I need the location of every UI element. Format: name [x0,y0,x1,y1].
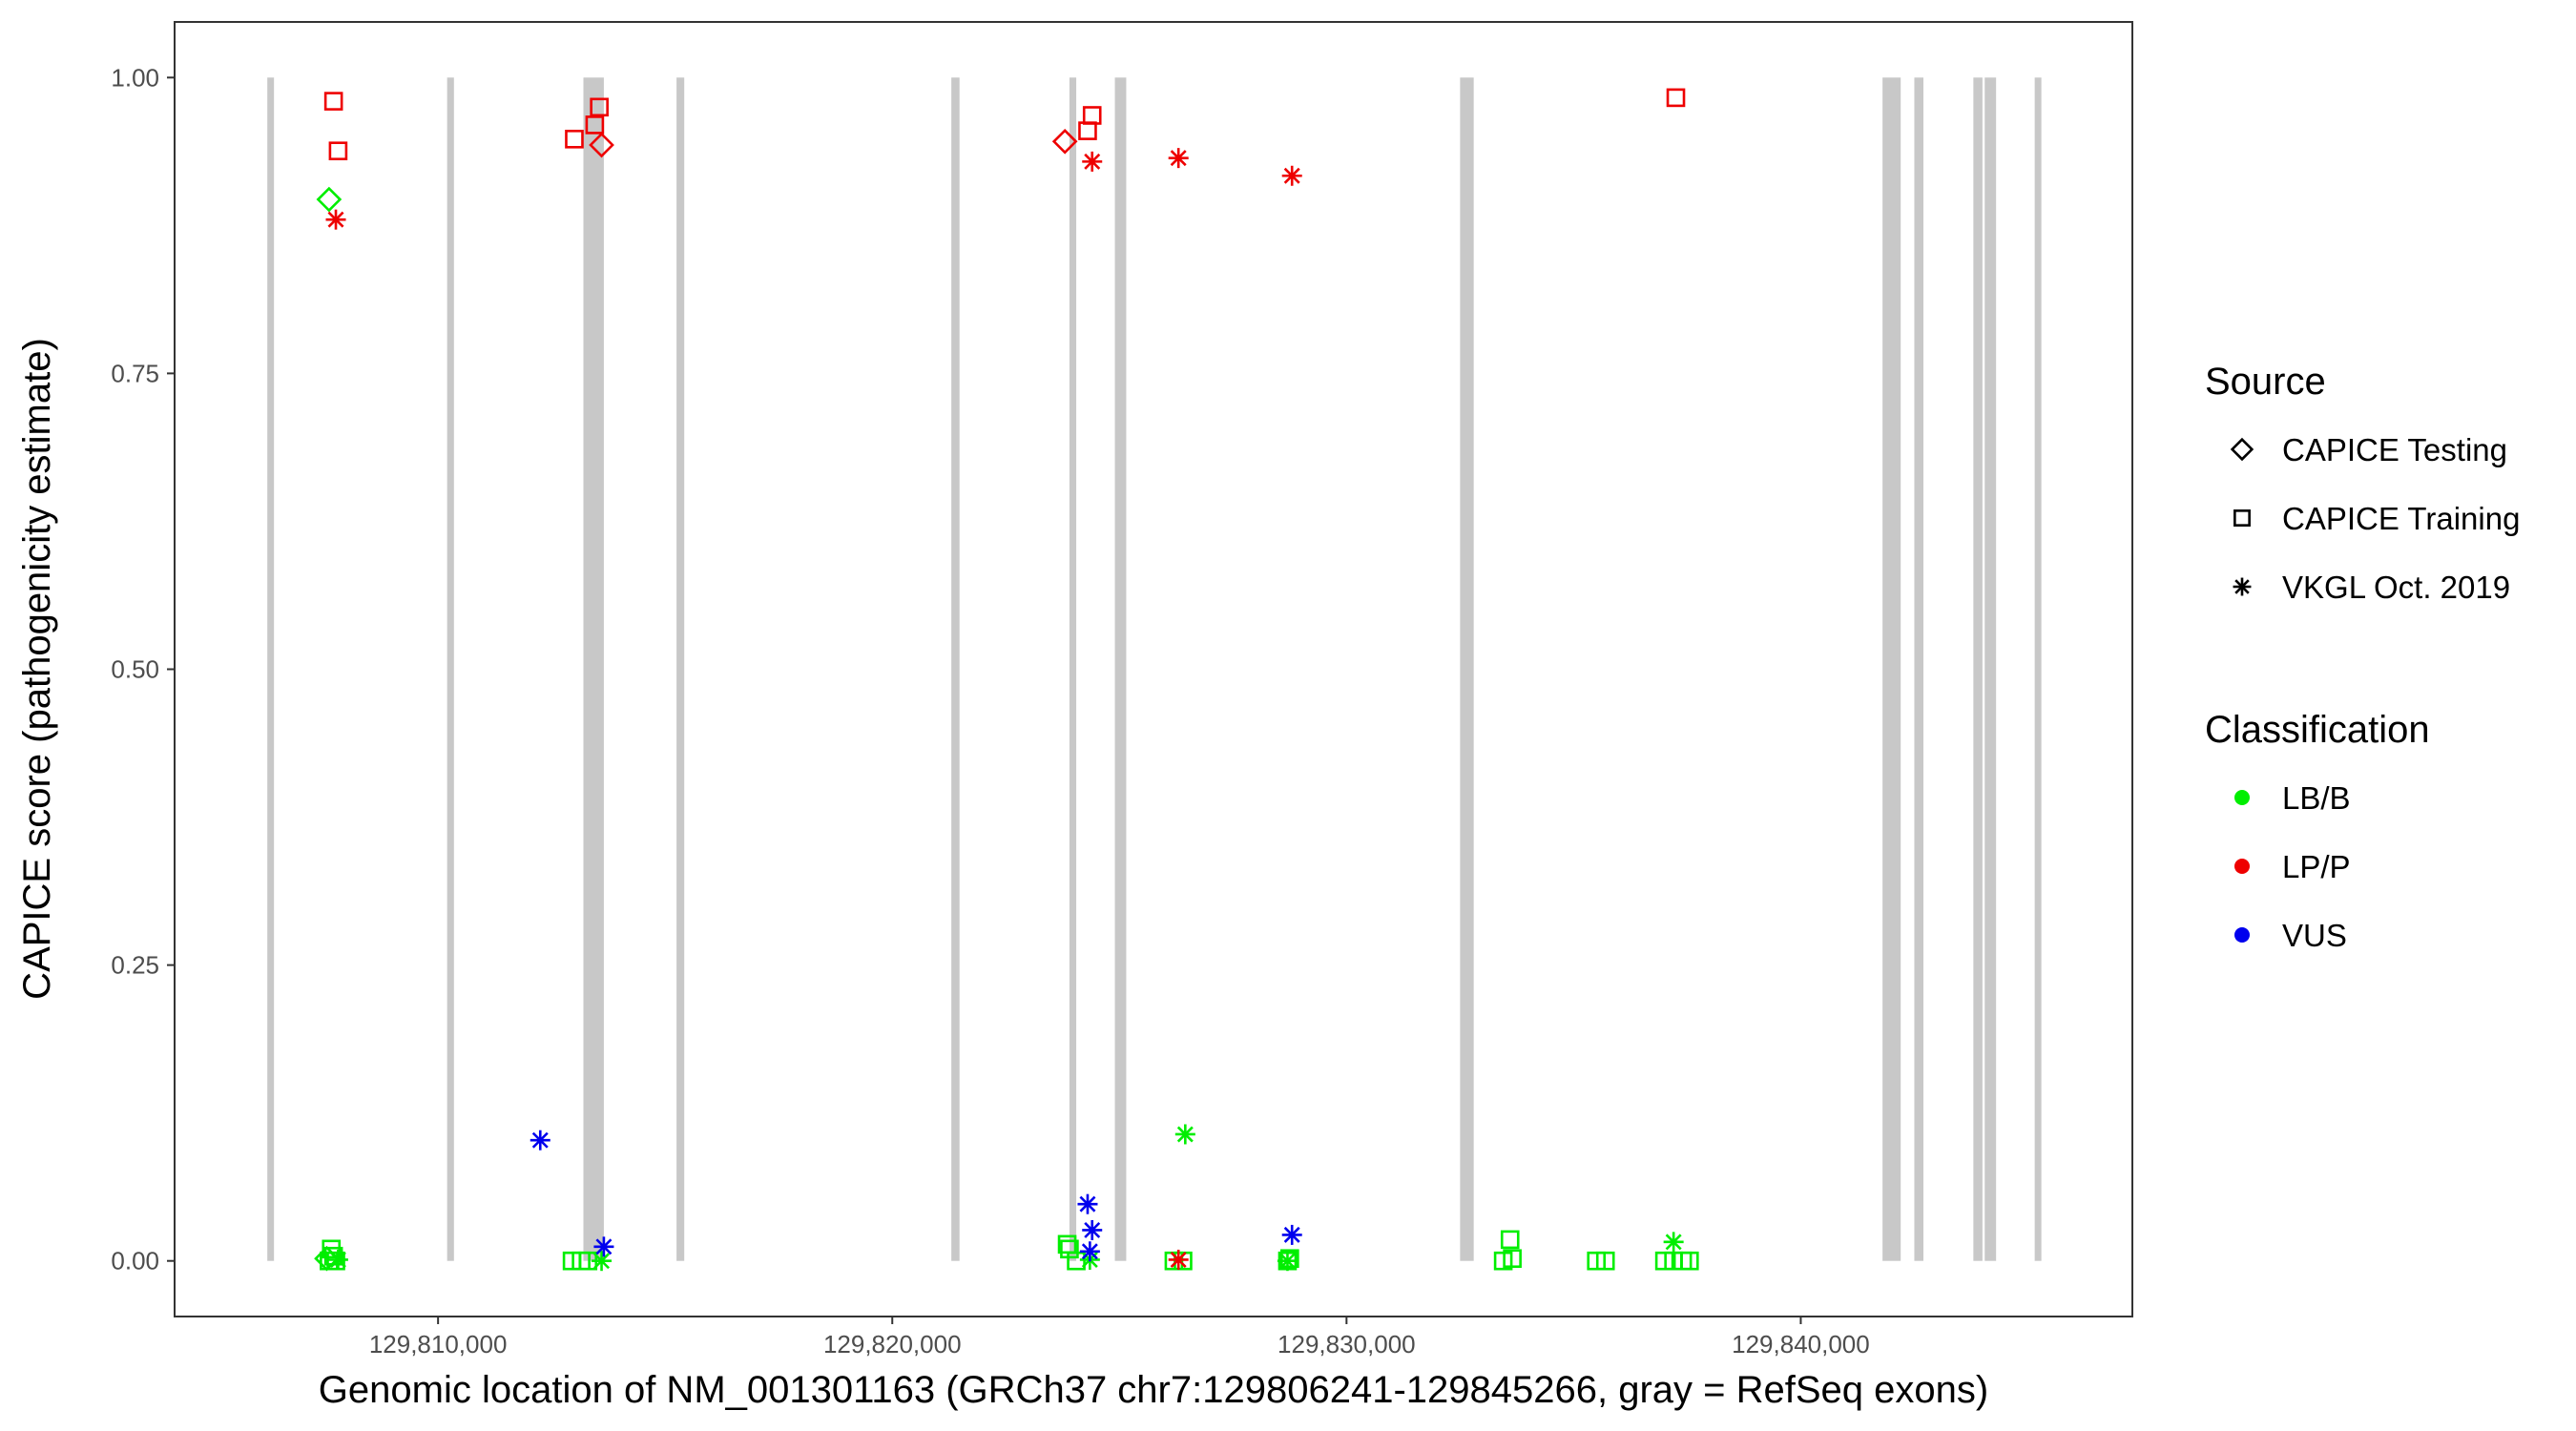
data-point-asterisk [1082,151,1103,172]
data-point-asterisk [1174,1124,1195,1145]
data-point-square [585,115,605,135]
legend-source: Source CAPICE Testing CAPICE Training VKGL… [2205,361,2520,605]
data-point-asterisk [593,1236,614,1257]
data-point-asterisk [1079,1241,1100,1262]
data-point-square [1680,1251,1699,1271]
exon-band [1114,77,1127,1261]
data-point-asterisk [592,1251,613,1272]
legend-source-key [2233,509,2251,527]
y-axis: 0.00 0.25 0.50 0.75 1.00 [111,63,175,1275]
y-axis-title: CAPICE score (pathogenicity estimate) [16,338,58,1000]
data-point-asterisk [1168,1249,1189,1270]
legend-source-label: CAPICE Testing [2282,432,2507,467]
exon-band [1973,77,1983,1261]
x-axis-title: Genomic location of NM_001301163 (GRCh37… [319,1369,1988,1411]
y-tick-label: 0.00 [111,1247,159,1275]
legend-class-key [2234,859,2250,874]
data-point-diamond [1051,128,1078,155]
exon-band [676,77,685,1261]
x-axis: 129,810,000 129,820,000 129,830,000 129,840… [369,1317,1870,1358]
data-point-asterisk [1277,1251,1298,1272]
legend-class-label: VUS [2282,918,2347,953]
x-tick-label: 129,810,000 [369,1330,508,1358]
exon-band [1460,77,1474,1261]
exon-band [267,77,275,1261]
legend-class-key [2234,927,2250,943]
data-point-diamond [589,132,614,158]
data-point-square [1595,1251,1615,1271]
exon-band [583,77,604,1261]
data-point-asterisk [1663,1232,1684,1253]
legend-classification: Classification LB/B LP/P VUS [2205,709,2430,953]
exon-bands [267,77,2042,1261]
data-point-diamond [314,1245,340,1272]
data-point-asterisk [530,1130,551,1151]
data-point-square [1280,1249,1299,1269]
data-point-square [565,129,584,149]
data-point-diamond [316,186,343,213]
data-point-asterisk [325,209,346,230]
exon-band [1069,77,1077,1261]
exon-band [447,77,454,1261]
y-tick-label: 0.75 [111,359,159,387]
data-point-square [1060,1239,1079,1259]
data-point-asterisk [1168,148,1189,169]
legend-class-label: LP/P [2282,849,2351,884]
x-tick-label: 129,820,000 [823,1330,962,1358]
exon-band [2034,77,2042,1261]
data-point-square [590,97,609,117]
y-tick-label: 1.00 [111,63,159,92]
legend-source-label: CAPICE Training [2282,501,2520,536]
data-point-asterisk [1082,1219,1103,1240]
data-point-square [1503,1249,1522,1269]
data-point-asterisk [1281,1224,1302,1245]
data-point-asterisk [1077,1193,1098,1214]
y-tick-label: 0.50 [111,655,159,684]
y-tick-label: 0.25 [111,951,159,980]
x-tick-label: 129,830,000 [1278,1330,1416,1358]
data-point-square [323,92,343,111]
data-point-square [1500,1230,1520,1250]
exon-band [1914,77,1923,1261]
exon-band [1984,77,1997,1261]
data-points [314,88,1699,1272]
legend-source-title: Source [2205,361,2326,403]
legend-class-key [2234,790,2250,805]
exon-band [1882,77,1901,1261]
legend-source-key [2233,577,2252,596]
legend-source-key [2230,437,2254,462]
data-point-asterisk [1281,165,1302,186]
x-tick-label: 129,840,000 [1732,1330,1870,1358]
legend-classification-title: Classification [2205,709,2430,751]
data-point-square [328,141,348,161]
legend-source-label: VKGL Oct. 2019 [2282,570,2510,605]
data-point-square [1666,88,1686,108]
data-point-square [1082,106,1102,125]
legend-class-label: LB/B [2282,780,2351,816]
exon-band [951,77,960,1261]
